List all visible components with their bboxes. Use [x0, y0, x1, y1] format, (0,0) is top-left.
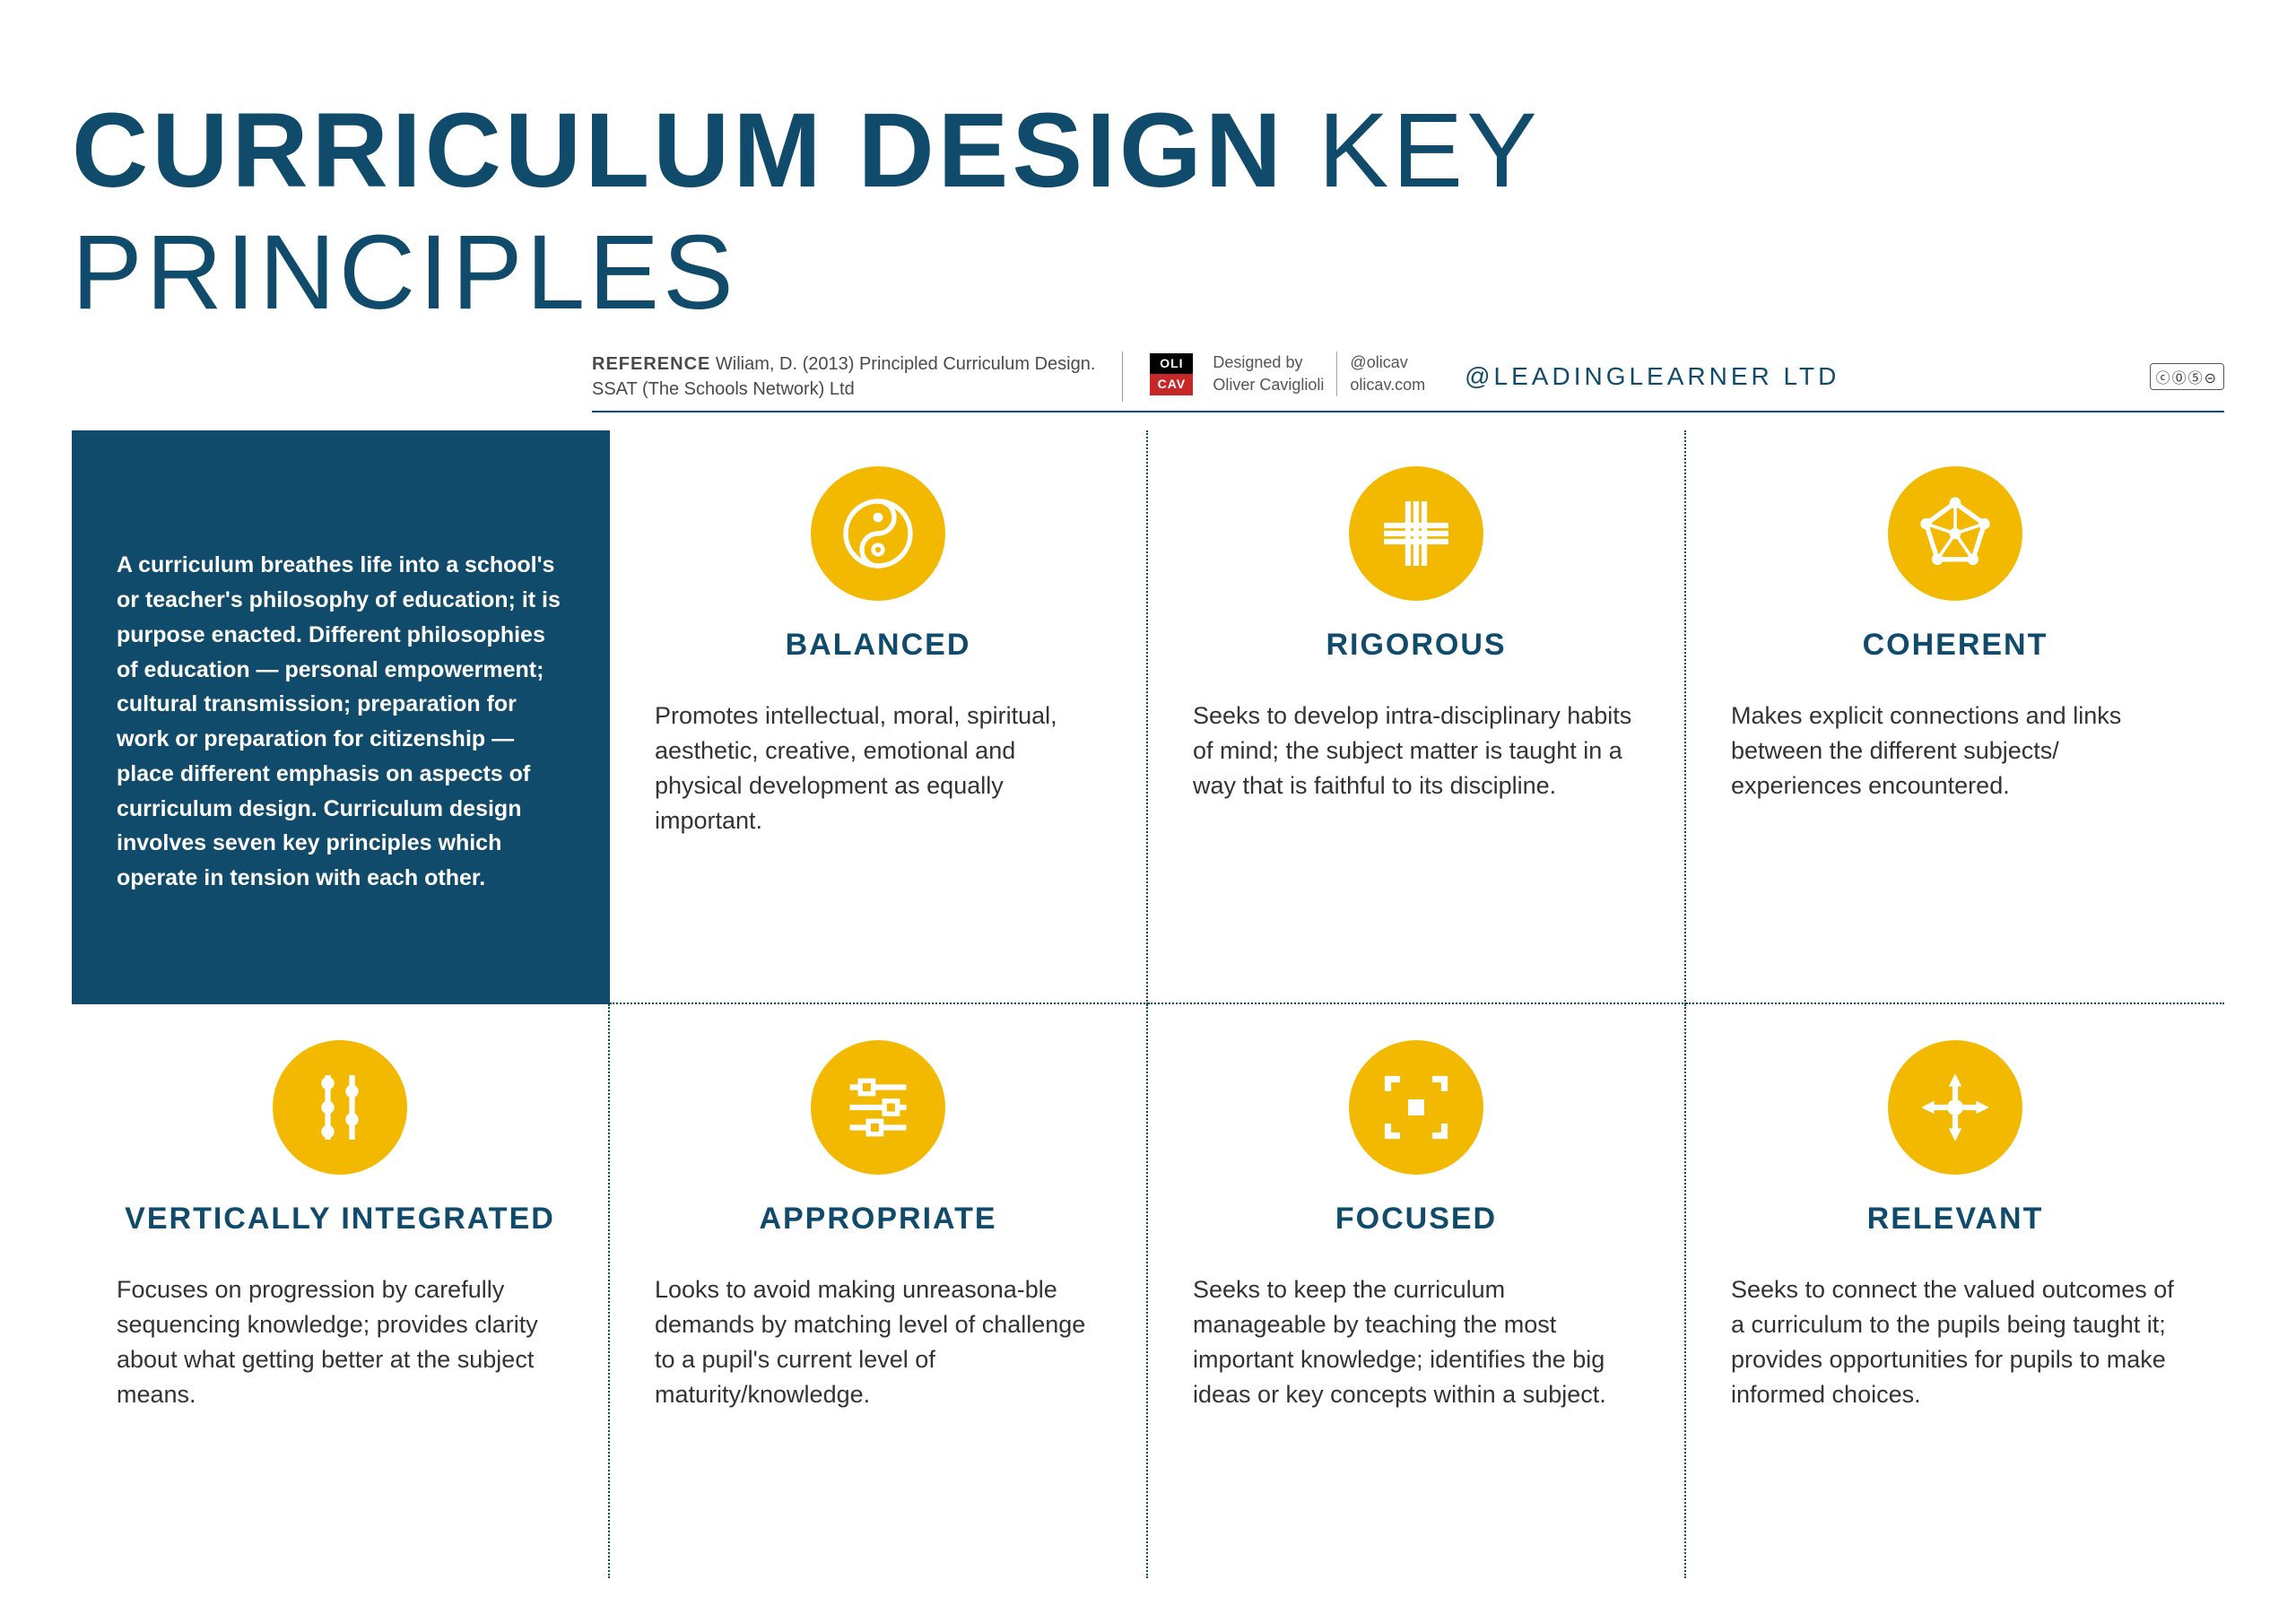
focused-desc: Seeks to keep the curriculum manageable … [1193, 1272, 1639, 1413]
principle-vertical: VERTICALLY INTEGRATED Focuses on progres… [72, 1004, 610, 1578]
focused-icon [1349, 1040, 1483, 1175]
title-bold: CURRICULUM DESIGN [72, 91, 1285, 210]
vertical-desc: Focuses on progression by carefully sequ… [117, 1272, 563, 1413]
designed-by-label: Designed by [1213, 352, 1324, 374]
olicav-oli: OLI [1150, 353, 1193, 375]
olicav-badge-icon: OLI CAV [1150, 353, 1193, 395]
rigorous-desc: Seeks to develop intra-disciplinary habi… [1193, 699, 1639, 803]
vertical-title: VERTICALLY INTEGRATED [125, 1202, 555, 1237]
reference-text: Wiliam, D. (2013) Principled Curriculum … [716, 354, 1095, 374]
vertical-icon [273, 1040, 407, 1175]
balanced-desc: Promotes intellectual, moral, spiritual,… [655, 699, 1101, 839]
rigorous-icon [1349, 466, 1483, 601]
intro-text: A curriculum breathes life into a school… [117, 548, 565, 896]
reference-label: REFERENCE [592, 354, 710, 374]
cc-license-icon: ⓒ⓪⑤⊝ [2150, 363, 2224, 390]
reference-line2: SSAT (The Schools Network) Ltd [592, 379, 855, 399]
coherent-icon [1888, 466, 2022, 601]
reference-block: REFERENCE Wiliam, D. (2013) Principled C… [592, 352, 1123, 402]
principle-coherent: COHERENT Makes explicit connections and … [1686, 430, 2224, 1004]
designer-block: OLI CAV Designed by Oliver Caviglioli @o… [1150, 352, 1438, 396]
meta-row: REFERENCE Wiliam, D. (2013) Principled C… [592, 352, 2224, 412]
page-title: CURRICULUM DESIGN KEY PRINCIPLES [72, 90, 2224, 334]
appropriate-title: APPROPRIATE [759, 1202, 996, 1237]
leading-learner: @LEADINGLEARNER LTD [1465, 362, 1839, 391]
relevant-icon [1888, 1040, 2022, 1175]
coherent-desc: Makes explicit connections and links bet… [1731, 699, 2179, 803]
principle-appropriate: APPROPRIATE Looks to avoid making unreas… [610, 1004, 1148, 1578]
designer-handle: @olicav [1350, 352, 1425, 374]
title-row: CURRICULUM DESIGN KEY PRINCIPLES [72, 90, 2224, 334]
appropriate-desc: Looks to avoid making unreasona-ble dema… [655, 1272, 1101, 1413]
relevant-desc: Seeks to connect the valued outcomes of … [1731, 1272, 2179, 1413]
intro-cell: A curriculum breathes life into a school… [72, 430, 610, 1004]
rigorous-title: RIGOROUS [1326, 628, 1506, 663]
olicav-cav: CAV [1150, 374, 1193, 395]
coherent-title: COHERENT [1863, 628, 2048, 663]
balanced-title: BALANCED [786, 628, 971, 663]
designer-site: olicav.com [1350, 374, 1425, 396]
principle-relevant: RELEVANT Seeks to connect the valued out… [1686, 1004, 2224, 1578]
principles-grid: A curriculum breathes life into a school… [72, 430, 2224, 1578]
principle-rigorous: RIGOROUS Seeks to develop intra-discipli… [1148, 430, 1686, 1004]
focused-title: FOCUSED [1335, 1202, 1497, 1237]
designed-by-name: Oliver Caviglioli [1213, 374, 1324, 396]
designer-col: Designed by Oliver Caviglioli [1200, 352, 1337, 396]
relevant-title: RELEVANT [1867, 1202, 2044, 1237]
appropriate-icon [811, 1040, 945, 1175]
principle-focused: FOCUSED Seeks to keep the curriculum man… [1148, 1004, 1686, 1578]
handle-col: @olicav olicav.com [1337, 352, 1438, 396]
principle-balanced: BALANCED Promotes intellectual, moral, s… [610, 430, 1148, 1004]
balanced-icon [811, 466, 945, 601]
